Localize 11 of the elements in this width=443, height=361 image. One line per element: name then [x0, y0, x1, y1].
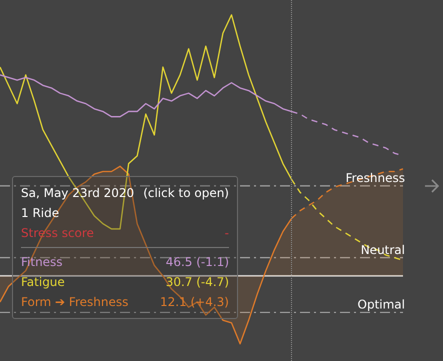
annotation: Sa, May 23rd 2020 [21, 186, 134, 200]
ref-line-label: Optimal [358, 298, 405, 312]
annotation: (click to open) [143, 186, 229, 200]
series-label: Form ➔ Freshness [21, 295, 128, 309]
ref-line-label: Neutral [360, 242, 405, 257]
annotation: 46.5 (-1.1) [166, 255, 229, 269]
annotation: 30.7 (-4.7) [166, 275, 229, 289]
annotation: 12.1 (+4.3) [160, 295, 229, 309]
annotation: - [224, 226, 229, 240]
text: Fatigue [21, 275, 65, 289]
ref-line-label: Freshness [346, 170, 405, 185]
